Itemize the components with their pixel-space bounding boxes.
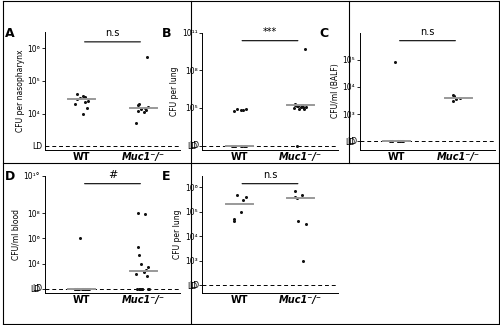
Text: n.s: n.s (420, 27, 434, 37)
Text: D: D (4, 170, 15, 183)
Text: #: # (108, 170, 117, 180)
Y-axis label: CFU/ml blood: CFU/ml blood (12, 209, 21, 259)
Text: B: B (162, 27, 172, 40)
Y-axis label: CFU per lung: CFU per lung (173, 209, 182, 259)
Y-axis label: CFU per nasopharynx: CFU per nasopharynx (16, 50, 24, 132)
Text: E: E (162, 170, 170, 183)
Text: A: A (4, 27, 14, 40)
Y-axis label: CFU/ml (BALF): CFU/ml (BALF) (330, 64, 340, 118)
Text: LD: LD (190, 141, 200, 150)
Text: LD: LD (347, 137, 358, 146)
Text: LD: LD (32, 284, 42, 293)
Y-axis label: CFU per lung: CFU per lung (170, 66, 179, 116)
Text: ***: *** (263, 27, 277, 37)
Text: C: C (320, 27, 328, 40)
Text: n.s: n.s (263, 170, 277, 180)
Text: n.s: n.s (106, 28, 120, 38)
Text: LD: LD (190, 280, 200, 290)
Text: LD: LD (32, 142, 42, 151)
